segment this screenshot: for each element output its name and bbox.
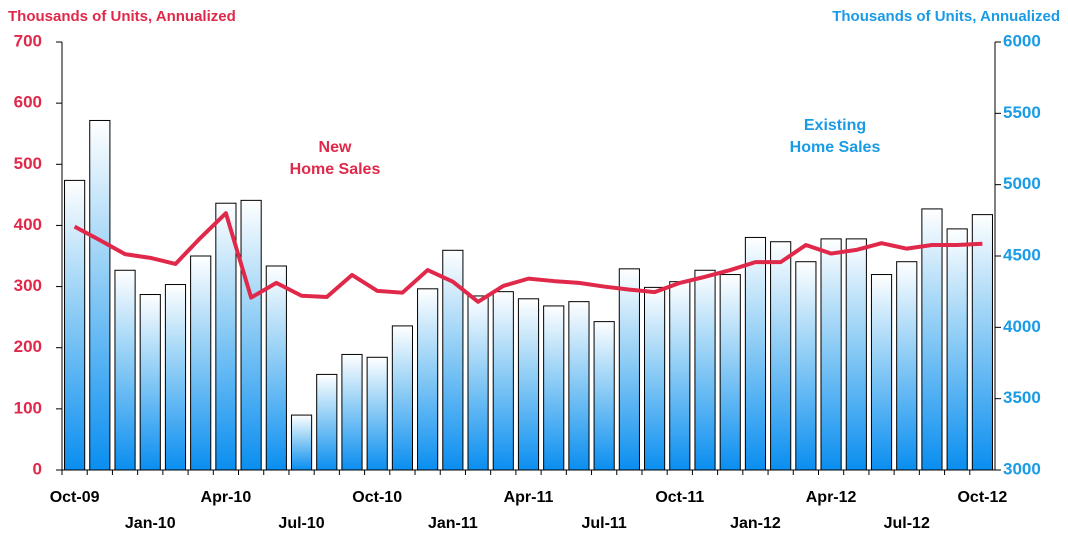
bar	[290, 414, 313, 471]
x-tick-label: Jan-11	[428, 515, 478, 532]
series-label: Existing Home Sales	[790, 117, 881, 156]
y2-tick-label: 6000	[1003, 31, 1041, 50]
line	[73, 211, 983, 304]
bar	[820, 238, 842, 471]
y2-tick-label: 5500	[1003, 103, 1041, 122]
bar	[971, 214, 993, 471]
bar	[341, 353, 363, 471]
bar	[391, 325, 414, 471]
bar	[517, 298, 540, 471]
bar	[694, 269, 716, 471]
bar	[89, 119, 111, 471]
y2-tick-label: 5000	[1003, 174, 1041, 193]
x-tick-label: Jan-10	[125, 515, 176, 532]
bar	[770, 241, 792, 471]
x-tick-label: Oct-11	[655, 489, 704, 506]
y2-tick-label: 4500	[1003, 245, 1041, 264]
y2-axis-label: Thousands of Units, Annualized	[832, 8, 1060, 25]
bar	[543, 305, 565, 471]
y-tick-label: 600	[14, 93, 42, 112]
series-label: New Home Sales	[290, 139, 381, 178]
x-tick-label: Apr-11	[504, 489, 554, 506]
x-tick-label: Oct-12	[957, 489, 1007, 506]
bar	[795, 261, 817, 471]
bar	[946, 228, 968, 471]
bar	[240, 199, 262, 471]
bar	[164, 284, 187, 471]
bar	[870, 274, 893, 471]
x-tick-label: Jul-11	[581, 515, 626, 532]
bar	[593, 321, 615, 471]
y-axis-label: Thousands of Units, Annualized	[8, 8, 236, 25]
y-tick-label: 300	[14, 276, 42, 295]
x-tick-label: Oct-09	[50, 489, 100, 506]
x-tick-label: Oct-10	[352, 489, 402, 506]
bar	[643, 286, 666, 471]
bar	[190, 255, 212, 471]
x-tick-label: Jul-12	[884, 515, 930, 532]
x-tick-label: Jul-10	[278, 515, 324, 532]
y-tick-label: 500	[14, 154, 42, 173]
y-tick-label: 700	[14, 31, 42, 50]
bar	[366, 356, 388, 471]
y-tick-label: 0	[33, 459, 42, 478]
bar	[719, 274, 741, 471]
y-tick-label: 400	[14, 215, 42, 234]
y2-tick-label: 4000	[1003, 317, 1041, 336]
bar	[896, 261, 918, 471]
bar	[669, 281, 691, 471]
y2-tick-label: 3000	[1003, 459, 1041, 478]
x-tick-label: Apr-10	[201, 489, 252, 506]
y2-tick-label: 3500	[1003, 388, 1041, 407]
bar	[568, 301, 590, 471]
y-tick-label: 200	[14, 337, 42, 356]
x-tick-label: Jan-12	[730, 515, 781, 532]
bar	[618, 268, 640, 471]
bar	[114, 269, 136, 471]
bar	[139, 294, 161, 471]
bar	[492, 291, 514, 471]
bar	[845, 238, 867, 471]
bar	[316, 373, 338, 471]
bar	[921, 208, 943, 471]
bar	[467, 295, 489, 471]
y-tick-label: 100	[14, 398, 42, 417]
bar	[744, 236, 767, 471]
bar	[265, 265, 287, 471]
bar	[64, 179, 86, 471]
bar	[417, 288, 439, 471]
x-tick-label: Apr-12	[806, 489, 857, 506]
